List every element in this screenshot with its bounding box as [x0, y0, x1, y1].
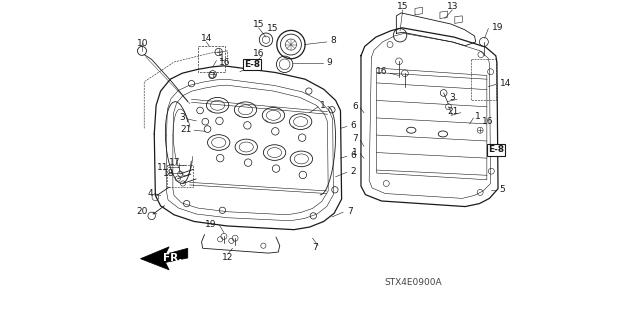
- Text: 14: 14: [201, 34, 212, 43]
- Text: 16: 16: [253, 48, 265, 58]
- Text: E-8: E-8: [244, 60, 260, 69]
- Text: 7: 7: [312, 243, 318, 252]
- Text: 15: 15: [267, 24, 278, 33]
- Text: 11: 11: [157, 163, 168, 172]
- Text: 18: 18: [163, 168, 174, 178]
- Text: 2: 2: [351, 167, 356, 176]
- Text: 21: 21: [447, 107, 458, 116]
- Text: 19: 19: [492, 23, 504, 32]
- Text: 14: 14: [499, 79, 511, 88]
- Text: 16: 16: [376, 67, 388, 76]
- Text: 1: 1: [219, 54, 225, 63]
- Text: 19: 19: [205, 220, 216, 229]
- Text: 1: 1: [352, 148, 358, 157]
- Text: 7: 7: [352, 134, 358, 143]
- Text: 3: 3: [449, 93, 455, 102]
- Text: 5: 5: [499, 185, 505, 194]
- Text: FR.: FR.: [163, 253, 182, 263]
- Text: 10: 10: [137, 39, 148, 48]
- Text: 20: 20: [136, 206, 148, 216]
- Text: 6: 6: [352, 102, 358, 111]
- Text: 12: 12: [222, 254, 234, 263]
- Text: 15: 15: [397, 2, 408, 11]
- Polygon shape: [141, 247, 188, 270]
- Text: 15: 15: [253, 20, 264, 29]
- Text: 3: 3: [179, 114, 185, 122]
- Text: 6: 6: [351, 151, 356, 160]
- Text: STX4E0900A: STX4E0900A: [384, 278, 442, 287]
- Text: 9: 9: [326, 57, 332, 67]
- Text: 17: 17: [169, 158, 180, 167]
- Text: 4: 4: [147, 189, 153, 198]
- Text: 1: 1: [475, 112, 480, 121]
- Text: E-8: E-8: [488, 145, 504, 154]
- Text: 8: 8: [330, 36, 336, 45]
- Text: 16: 16: [219, 58, 230, 67]
- Text: 7: 7: [347, 206, 353, 216]
- Text: 16: 16: [482, 117, 493, 126]
- Text: 13: 13: [447, 2, 458, 11]
- Text: 21: 21: [180, 125, 191, 134]
- Text: 1: 1: [320, 101, 326, 110]
- Text: 6: 6: [351, 121, 356, 130]
